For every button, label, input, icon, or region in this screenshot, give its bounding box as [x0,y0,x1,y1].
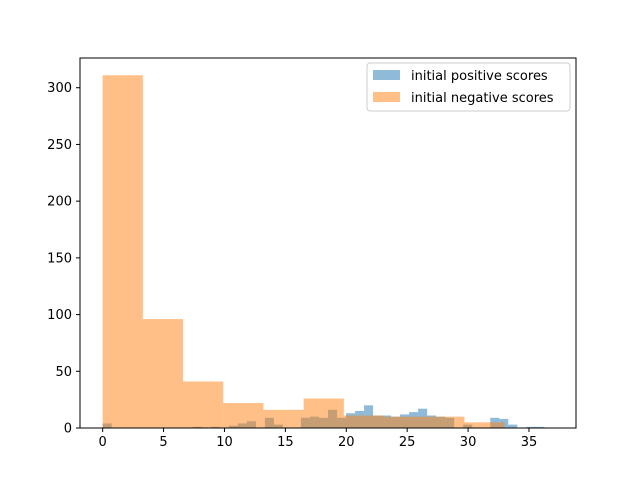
y-tick-label-200: 200 [47,195,72,210]
bar-negative-0 [102,75,143,429]
bar-negative-3 [223,403,264,428]
x-tick-label-35: 35 [521,435,538,450]
x-tick-label-20: 20 [338,435,355,450]
x-tick-label-15: 15 [277,435,294,450]
x-tick-label-10: 10 [216,435,233,450]
y-tick-label-150: 150 [47,251,72,266]
plot-frame [79,57,577,429]
y-tick-label-0: 0 [64,422,72,437]
y-tick-label-300: 300 [47,81,72,96]
x-tick-label-5: 5 [159,435,167,450]
axes-layer [79,57,577,429]
bar-negative-1 [142,319,184,428]
bar-negative-9 [464,422,505,428]
bar-negative-5 [303,398,344,428]
bar-negative-6 [343,415,385,428]
legend: initial positive scores initial negative… [366,62,571,112]
legend-swatch-positive [373,70,400,80]
bar-negative-2 [183,381,224,428]
bar-negative-7 [384,416,425,428]
bars-layer [102,75,545,429]
x-tick-label-0: 0 [99,435,107,450]
legend-swatch-negative [373,92,400,102]
bar-negative-8 [424,416,465,428]
y-tick-label-100: 100 [47,308,72,323]
bar-positive-45 [508,424,518,428]
y-tick-label-250: 250 [47,138,72,153]
legend-label-positive: initial positive scores [411,69,548,84]
legend-label-negative: initial negative scores [411,91,554,106]
x-axis-ticks: 0 5 10 15 20 25 30 35 [99,428,538,450]
y-tick-label-50: 50 [55,365,72,380]
x-tick-label-25: 25 [399,435,416,450]
bar-negative-4 [263,409,304,428]
y-axis-ticks: 0 50 100 150 200 250 300 [47,81,80,437]
x-tick-label-30: 30 [460,435,477,450]
bar-positive-47 [526,426,536,428]
bar-positive-48 [535,426,545,428]
legend-box [366,62,571,112]
